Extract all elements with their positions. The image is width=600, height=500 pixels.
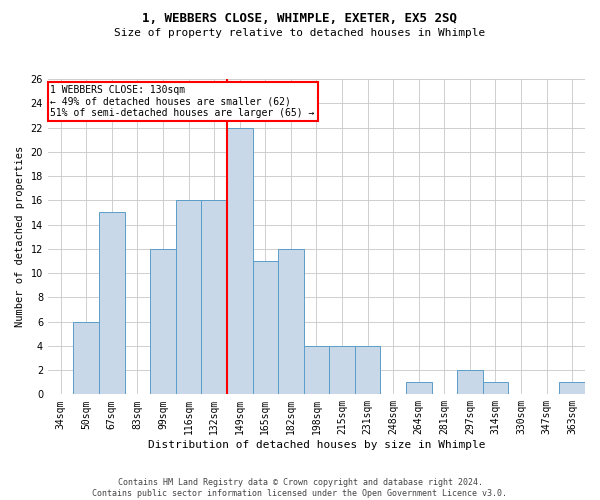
Bar	[355, 346, 380, 395]
Bar	[278, 249, 304, 394]
Bar	[406, 382, 431, 394]
X-axis label: Distribution of detached houses by size in Whimple: Distribution of detached houses by size …	[148, 440, 485, 450]
Bar	[457, 370, 482, 394]
Bar	[227, 128, 253, 394]
Bar	[482, 382, 508, 394]
Bar	[73, 322, 99, 394]
Bar	[99, 212, 125, 394]
Text: Size of property relative to detached houses in Whimple: Size of property relative to detached ho…	[115, 28, 485, 38]
Bar	[304, 346, 329, 395]
Bar	[202, 200, 227, 394]
Text: 1 WEBBERS CLOSE: 130sqm
← 49% of detached houses are smaller (62)
51% of semi-de: 1 WEBBERS CLOSE: 130sqm ← 49% of detache…	[50, 85, 315, 118]
Bar	[150, 249, 176, 394]
Text: Contains HM Land Registry data © Crown copyright and database right 2024.
Contai: Contains HM Land Registry data © Crown c…	[92, 478, 508, 498]
Bar	[176, 200, 202, 394]
Bar	[559, 382, 585, 394]
Y-axis label: Number of detached properties: Number of detached properties	[15, 146, 25, 328]
Text: 1, WEBBERS CLOSE, WHIMPLE, EXETER, EX5 2SQ: 1, WEBBERS CLOSE, WHIMPLE, EXETER, EX5 2…	[143, 12, 458, 26]
Bar	[253, 261, 278, 394]
Bar	[329, 346, 355, 395]
